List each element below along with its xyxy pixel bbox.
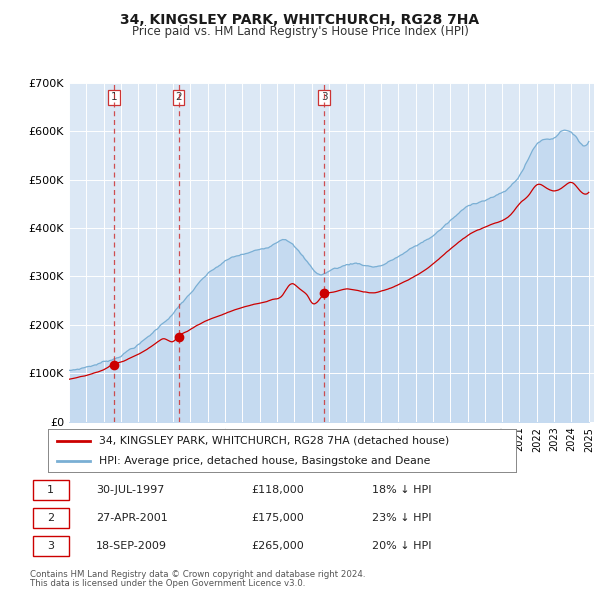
Text: £118,000: £118,000 [251,485,304,495]
Text: 20% ↓ HPI: 20% ↓ HPI [372,541,432,551]
Text: £175,000: £175,000 [251,513,304,523]
Text: 30-JUL-1997: 30-JUL-1997 [96,485,164,495]
Text: 3: 3 [321,92,328,102]
Text: 18% ↓ HPI: 18% ↓ HPI [372,485,432,495]
Text: 1: 1 [110,92,117,102]
FancyBboxPatch shape [33,536,68,556]
Text: 1: 1 [47,485,54,495]
Text: 23% ↓ HPI: 23% ↓ HPI [372,513,432,523]
Text: 2: 2 [47,513,54,523]
FancyBboxPatch shape [33,508,68,528]
Text: HPI: Average price, detached house, Basingstoke and Deane: HPI: Average price, detached house, Basi… [100,456,431,466]
Text: 2: 2 [175,92,182,102]
Text: £265,000: £265,000 [251,541,304,551]
Text: 27-APR-2001: 27-APR-2001 [96,513,168,523]
Text: Contains HM Land Registry data © Crown copyright and database right 2024.: Contains HM Land Registry data © Crown c… [30,570,365,579]
Text: This data is licensed under the Open Government Licence v3.0.: This data is licensed under the Open Gov… [30,579,305,588]
FancyBboxPatch shape [33,480,68,500]
Text: 34, KINGSLEY PARK, WHITCHURCH, RG28 7HA: 34, KINGSLEY PARK, WHITCHURCH, RG28 7HA [121,13,479,27]
Text: Price paid vs. HM Land Registry's House Price Index (HPI): Price paid vs. HM Land Registry's House … [131,25,469,38]
Text: 18-SEP-2009: 18-SEP-2009 [96,541,167,551]
Text: 3: 3 [47,541,54,551]
Text: 34, KINGSLEY PARK, WHITCHURCH, RG28 7HA (detached house): 34, KINGSLEY PARK, WHITCHURCH, RG28 7HA … [100,436,450,446]
